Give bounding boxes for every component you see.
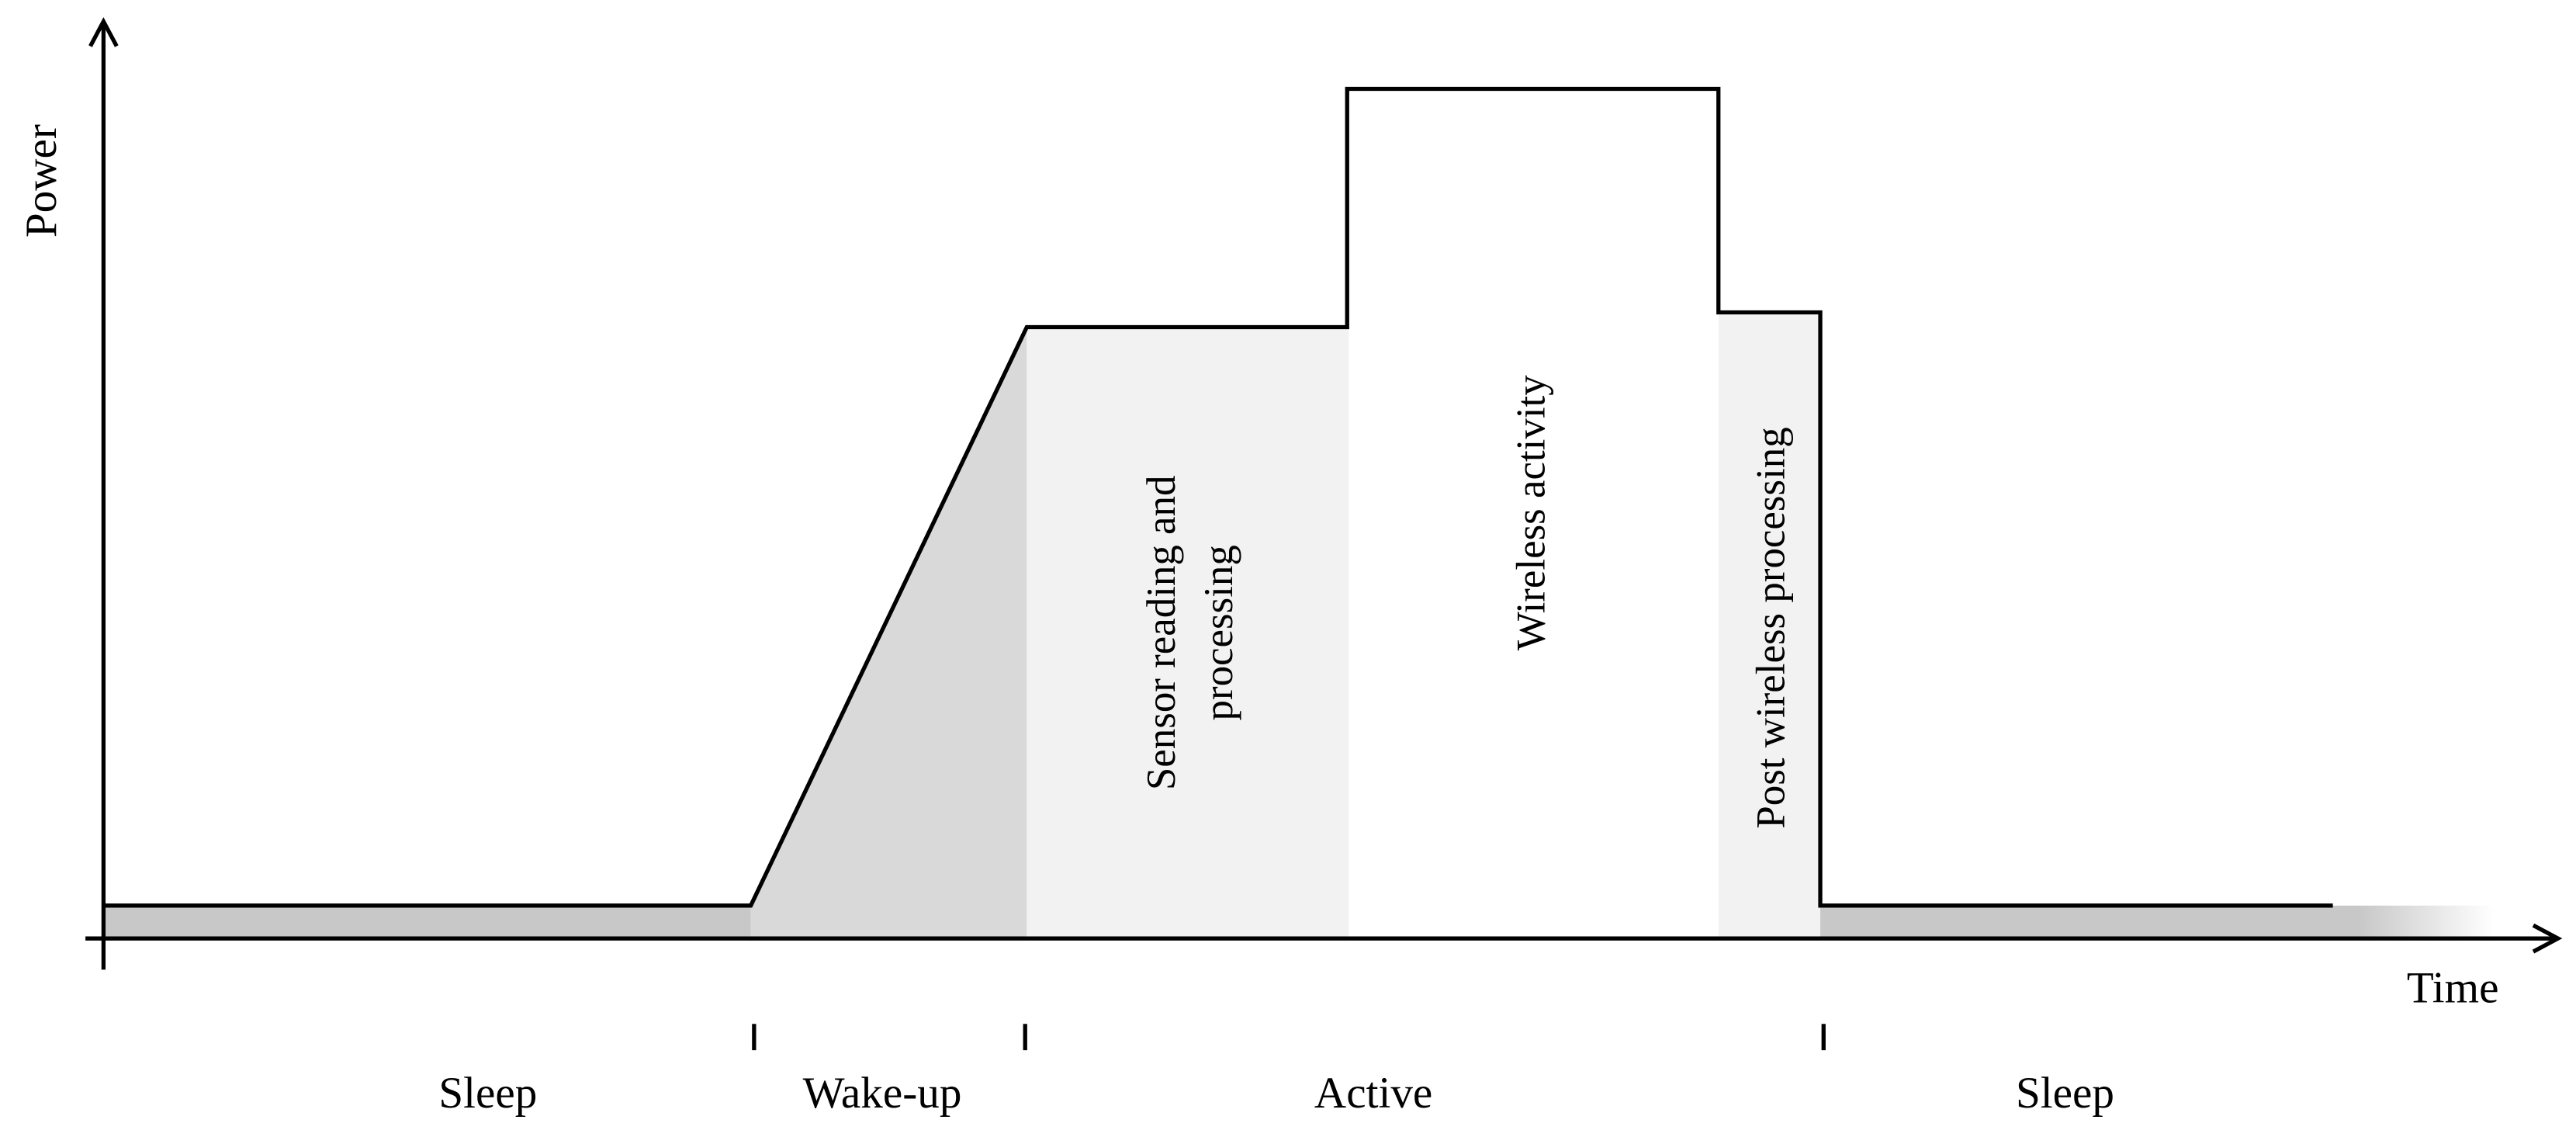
x-arrow: [2532, 923, 2563, 954]
x-axis-label: Time: [2407, 964, 2499, 1013]
region-label: Wireless activity: [1508, 375, 1553, 651]
region-label: Post wireless processing: [1748, 427, 1793, 828]
phase-label: Sleep: [438, 1069, 537, 1118]
y-arrow: [88, 17, 119, 47]
post-fill: [1718, 312, 1821, 939]
sleep-fill-end: [1820, 905, 2495, 939]
sleep-fill: [103, 905, 751, 939]
y-axis-label: Power: [17, 124, 66, 237]
phase-label: Wake-up: [803, 1069, 962, 1118]
region-label: Sensor reading and: [1139, 476, 1184, 791]
power-curve: [103, 86, 2333, 908]
phase-label: Active: [1314, 1069, 1432, 1118]
wakeup-fill: [750, 327, 1027, 939]
sensor-fill: [1027, 327, 1349, 939]
region-label: processing: [1196, 545, 1241, 720]
phase-label: Sleep: [2016, 1069, 2114, 1118]
